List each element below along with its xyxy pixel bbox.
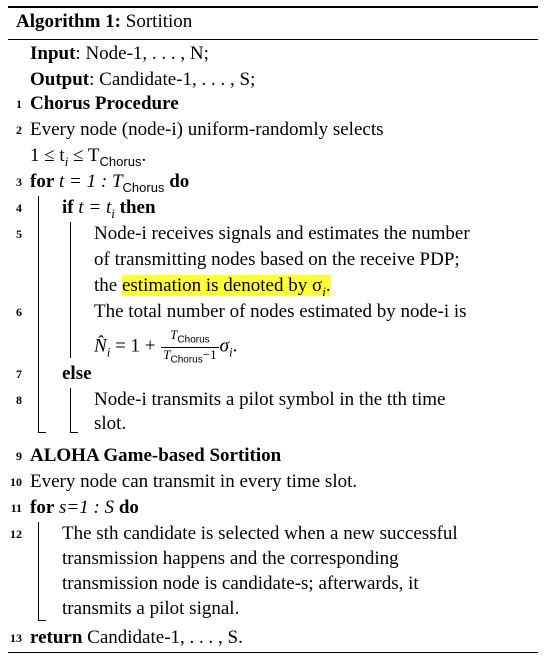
algo-line-5a: Node-i receives signals and estimates th…: [94, 223, 470, 244]
algo-line-2: Every node (node-i) uniform-randomly sel…: [30, 119, 384, 140]
sub-i: i: [64, 153, 69, 169]
output-text: : Candidate-1, . . . , S;: [89, 69, 256, 90]
output-keyword: Output: [30, 69, 90, 90]
line-number: 3: [16, 175, 22, 189]
top-rule: [8, 6, 538, 8]
algo-line-12a: The sth candidate is selected when a new…: [62, 523, 458, 544]
input-line: Input: Node-1, . . . , N;: [30, 42, 209, 66]
line-number: 4: [16, 201, 22, 215]
sub-chorus: Chorus: [99, 153, 142, 169]
sub-i: i: [228, 344, 233, 360]
if-condition: t = t: [73, 197, 112, 218]
aloha-heading: ALOHA Game-based Sortition: [30, 445, 282, 466]
line-number: 9: [16, 449, 22, 463]
algorithm-title: Sortition: [125, 11, 193, 32]
line-number: 5: [16, 227, 22, 241]
bottom-rule: [8, 652, 538, 653]
ineq-left: 1 ≤ t: [30, 145, 65, 166]
loop-range: t = 1 : T: [54, 171, 123, 192]
highlighted-text: estimation is denoted by σi.: [121, 275, 331, 299]
return-line: return Candidate-1, . . . , S.: [30, 626, 243, 650]
do-keyword: do: [114, 497, 139, 518]
period: .: [232, 335, 238, 357]
line-number: 12: [10, 527, 22, 541]
line-number: 1: [16, 97, 22, 111]
period: .: [141, 145, 147, 166]
line-number: 10: [10, 475, 22, 489]
for-keyword: for: [30, 497, 55, 518]
fraction-numerator: TChorus: [161, 327, 219, 348]
line-number: 8: [16, 393, 22, 407]
loop-range: s=1 : S: [54, 497, 115, 518]
minus-one: −1: [202, 346, 217, 362]
sigma: σ: [219, 335, 229, 357]
for-block-bar: [38, 522, 39, 620]
sub-i: i: [111, 205, 115, 221]
algo-line-12b: transmission happens and the correspondi…: [62, 548, 399, 569]
sub-i: i: [106, 344, 111, 360]
algorithm-caption: Algorithm 1: Sortition: [16, 9, 192, 35]
estimate-formula: N̂i = 1 + TChorus TChorus−1 σi.: [94, 328, 238, 365]
else-keyword: else: [62, 363, 92, 384]
sub-chorus: Chorus: [122, 179, 165, 195]
algo-line-2-cont: 1 ≤ ti ≤ TChorus.: [30, 144, 147, 169]
return-value: Candidate-1, . . . , S.: [82, 627, 243, 648]
for-loop-2: for s=1 : S do: [30, 496, 139, 520]
algo-line-5b: of transmitting nodes based on the recei…: [94, 249, 460, 270]
line-number: 13: [10, 631, 22, 645]
if-keyword: if: [62, 197, 74, 218]
input-keyword: Input: [30, 43, 76, 64]
for-block-end: [38, 620, 46, 621]
algo-line-8a: Node-i transmits a pilot symbol in the t…: [94, 389, 446, 410]
line-number: 2: [16, 123, 22, 137]
for-block-bar: [38, 196, 39, 432]
text-prefix: the: [94, 275, 122, 296]
algorithm-label: Algorithm 1:: [16, 11, 122, 32]
if-block-bar: [70, 222, 71, 358]
then-keyword: then: [114, 197, 156, 218]
for-loop-1: for t = 1 : TChorus do: [30, 170, 190, 195]
highlight-content: estimation is denoted by σ: [121, 275, 323, 296]
else-block-bar: [70, 388, 71, 432]
line-number: 6: [16, 305, 22, 319]
fraction: TChorus TChorus−1: [161, 327, 219, 367]
return-keyword: return: [30, 627, 83, 648]
if-line: if t = ti then: [62, 196, 156, 221]
line-number: 11: [10, 501, 22, 515]
sub-chorus: Chorus: [177, 334, 210, 346]
sub-chorus: Chorus: [170, 354, 203, 366]
chorus-procedure-heading: Chorus Procedure: [30, 93, 179, 114]
for-block-end: [38, 432, 46, 433]
algo-line-10: Every node can transmit in every time sl…: [30, 471, 358, 492]
algo-line-12d: transmits a pilot signal.: [62, 598, 240, 619]
t-symbol: T: [170, 327, 178, 342]
else-block-end: [70, 432, 78, 433]
fraction-denominator: TChorus−1: [161, 348, 218, 367]
algo-line-8b: slot.: [94, 413, 127, 434]
algo-line-6a: The total number of nodes estimated by n…: [94, 301, 467, 322]
plus-one: = 1 +: [110, 335, 161, 357]
n-hat: N̂: [94, 335, 107, 357]
input-text: : Node-1, . . . , N;: [75, 43, 209, 64]
t-symbol: T: [163, 346, 171, 362]
sub-i: i: [322, 283, 326, 299]
algo-line-5c: the estimation is denoted by σi.: [94, 274, 331, 299]
output-line: Output: Candidate-1, . . . , S;: [30, 68, 255, 92]
line-number: 7: [16, 367, 22, 381]
caption-rule: [8, 39, 538, 40]
ineq-right: ≤ T: [68, 145, 100, 166]
algo-line-12c: transmission node is candidate-s; afterw…: [62, 573, 419, 594]
for-keyword: for: [30, 171, 55, 192]
period: .: [325, 275, 331, 296]
do-keyword: do: [164, 171, 190, 192]
